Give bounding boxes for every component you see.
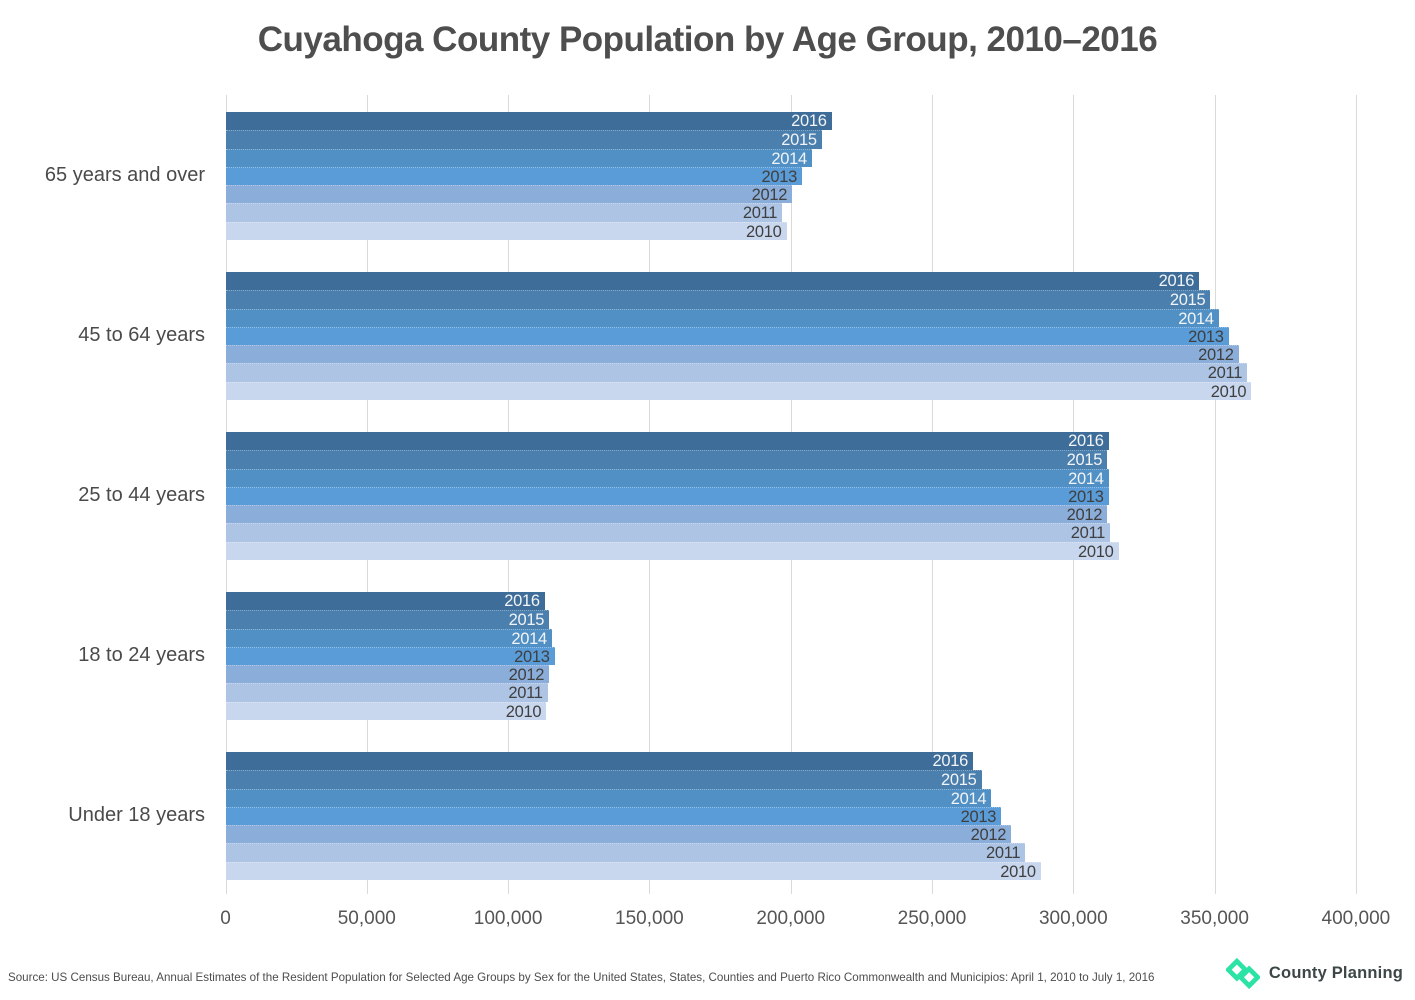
bar-year-label: 2012 [1198, 346, 1234, 364]
population-bar: 2015 [225, 770, 982, 790]
population-bar: 2013 [225, 326, 1229, 346]
population-bar: 2014 [225, 468, 1109, 488]
bar-year-label: 2010 [1077, 542, 1114, 561]
bar-year-label: 2015 [781, 131, 817, 150]
population-bar: 2010 [225, 701, 547, 721]
bar-year-label: 2014 [950, 789, 987, 808]
bar-year-label: 2010 [505, 702, 542, 721]
county-planning-logo-icon [1225, 958, 1260, 989]
population-bar: 2011 [225, 523, 1110, 543]
population-bar: 2015 [225, 290, 1211, 310]
population-bar: 2011 [225, 843, 1026, 863]
logo-text: County Planning [1268, 964, 1403, 982]
bar-year-label: 2016 [932, 752, 968, 770]
category-label: 65 years and over [44, 163, 205, 186]
population-bar: 2016 [225, 432, 1109, 451]
population-bar: 2013 [225, 646, 555, 666]
population-bar: 2012 [225, 825, 1012, 844]
category-label: 18 to 24 years [78, 643, 205, 666]
category-label: Under 18 years [68, 803, 205, 826]
population-bar: 2015 [225, 450, 1108, 470]
category-label: 45 to 64 years [78, 323, 205, 346]
bar-year-label: 2014 [1068, 469, 1104, 488]
bar-year-label: 2015 [940, 771, 977, 790]
bar-year-label: 2013 [960, 807, 997, 826]
bar-year-label: 2010 [1000, 862, 1036, 881]
population-bar: 2016 [225, 112, 832, 131]
population-bar: 2011 [225, 203, 783, 223]
bar-year-label: 2016 [1158, 272, 1195, 290]
bar-year-label: 2011 [1207, 364, 1243, 383]
bar-year-label: 2016 [1068, 432, 1104, 450]
population-bar: 2013 [225, 166, 802, 186]
bar-year-label: 2011 [1070, 524, 1106, 543]
population-bar: 2016 [225, 752, 973, 771]
bar-year-label: 2012 [970, 826, 1007, 844]
bar-year-label: 2013 [514, 647, 550, 666]
population-bar: 2010 [225, 541, 1119, 561]
bar-year-label: 2010 [745, 222, 782, 241]
bar-year-label: 2011 [742, 204, 778, 223]
source-note: Source: US Census Bureau, Annual Estimat… [8, 971, 1155, 984]
population-bar: 2011 [225, 363, 1248, 383]
population-bar: 2016 [225, 592, 545, 611]
bar-year-label: 2016 [791, 112, 827, 130]
population-bar: 2014 [225, 788, 992, 808]
bar-year-label: 2010 [1210, 382, 1247, 401]
population-bar: 2014 [225, 148, 812, 168]
x-tick-label: 300,000 [1038, 908, 1108, 929]
category-label: 25 to 44 years [78, 483, 205, 506]
population-bar: 2010 [225, 221, 787, 241]
bar-year-label: 2012 [1066, 506, 1103, 524]
bar-year-label: 2012 [751, 186, 788, 204]
population-bar: 2014 [225, 628, 552, 648]
x-tick-label: 0 [220, 908, 231, 929]
population-bar: 2014 [225, 308, 1219, 328]
bar-year-label: 2011 [986, 844, 1021, 863]
x-tick-label: 50,000 [337, 908, 396, 929]
bar-year-label: 2014 [511, 629, 547, 648]
bar-year-label: 2015 [1169, 291, 1206, 310]
population-bar: 2011 [225, 683, 548, 703]
x-tick-label: 150,000 [615, 908, 684, 929]
bar-year-label: 2016 [504, 592, 540, 610]
x-tick-label: 100,000 [473, 908, 543, 929]
population-bar: 2012 [225, 345, 1239, 364]
population-bar: 2013 [225, 806, 1002, 826]
population-bar: 2013 [225, 486, 1109, 506]
gridline [1355, 95, 1357, 894]
chart-title: Cuyahoga County Population by Age Group,… [257, 20, 1158, 59]
population-bar: 2015 [225, 610, 550, 630]
bar-year-label: 2012 [508, 666, 545, 684]
bar-year-label: 2013 [761, 167, 797, 186]
bar-year-label: 2015 [1066, 451, 1103, 470]
bar-year-label: 2014 [1178, 309, 1214, 328]
population-bar: 2010 [225, 381, 1252, 401]
population-bar: 2012 [225, 185, 793, 204]
bar-year-label: 2015 [508, 611, 545, 630]
bar-year-label: 2011 [508, 684, 543, 703]
county-planning-logo: County Planning [1225, 958, 1403, 989]
gridline [1214, 95, 1216, 894]
bar-year-label: 2013 [1188, 327, 1224, 346]
population-bar: 2015 [225, 130, 822, 150]
x-tick-label: 250,000 [897, 908, 967, 929]
population-bar: 2012 [225, 665, 550, 684]
x-tick-label: 400,000 [1321, 908, 1391, 929]
population-bar: 2012 [225, 505, 1108, 524]
bar-year-label: 2013 [1068, 487, 1104, 506]
x-tick-label: 200,000 [756, 908, 826, 929]
population-bar: 2016 [225, 272, 1200, 291]
bar-year-label: 2014 [771, 149, 807, 168]
population-bar: 2010 [225, 861, 1041, 881]
x-tick-label: 350,000 [1180, 908, 1249, 929]
